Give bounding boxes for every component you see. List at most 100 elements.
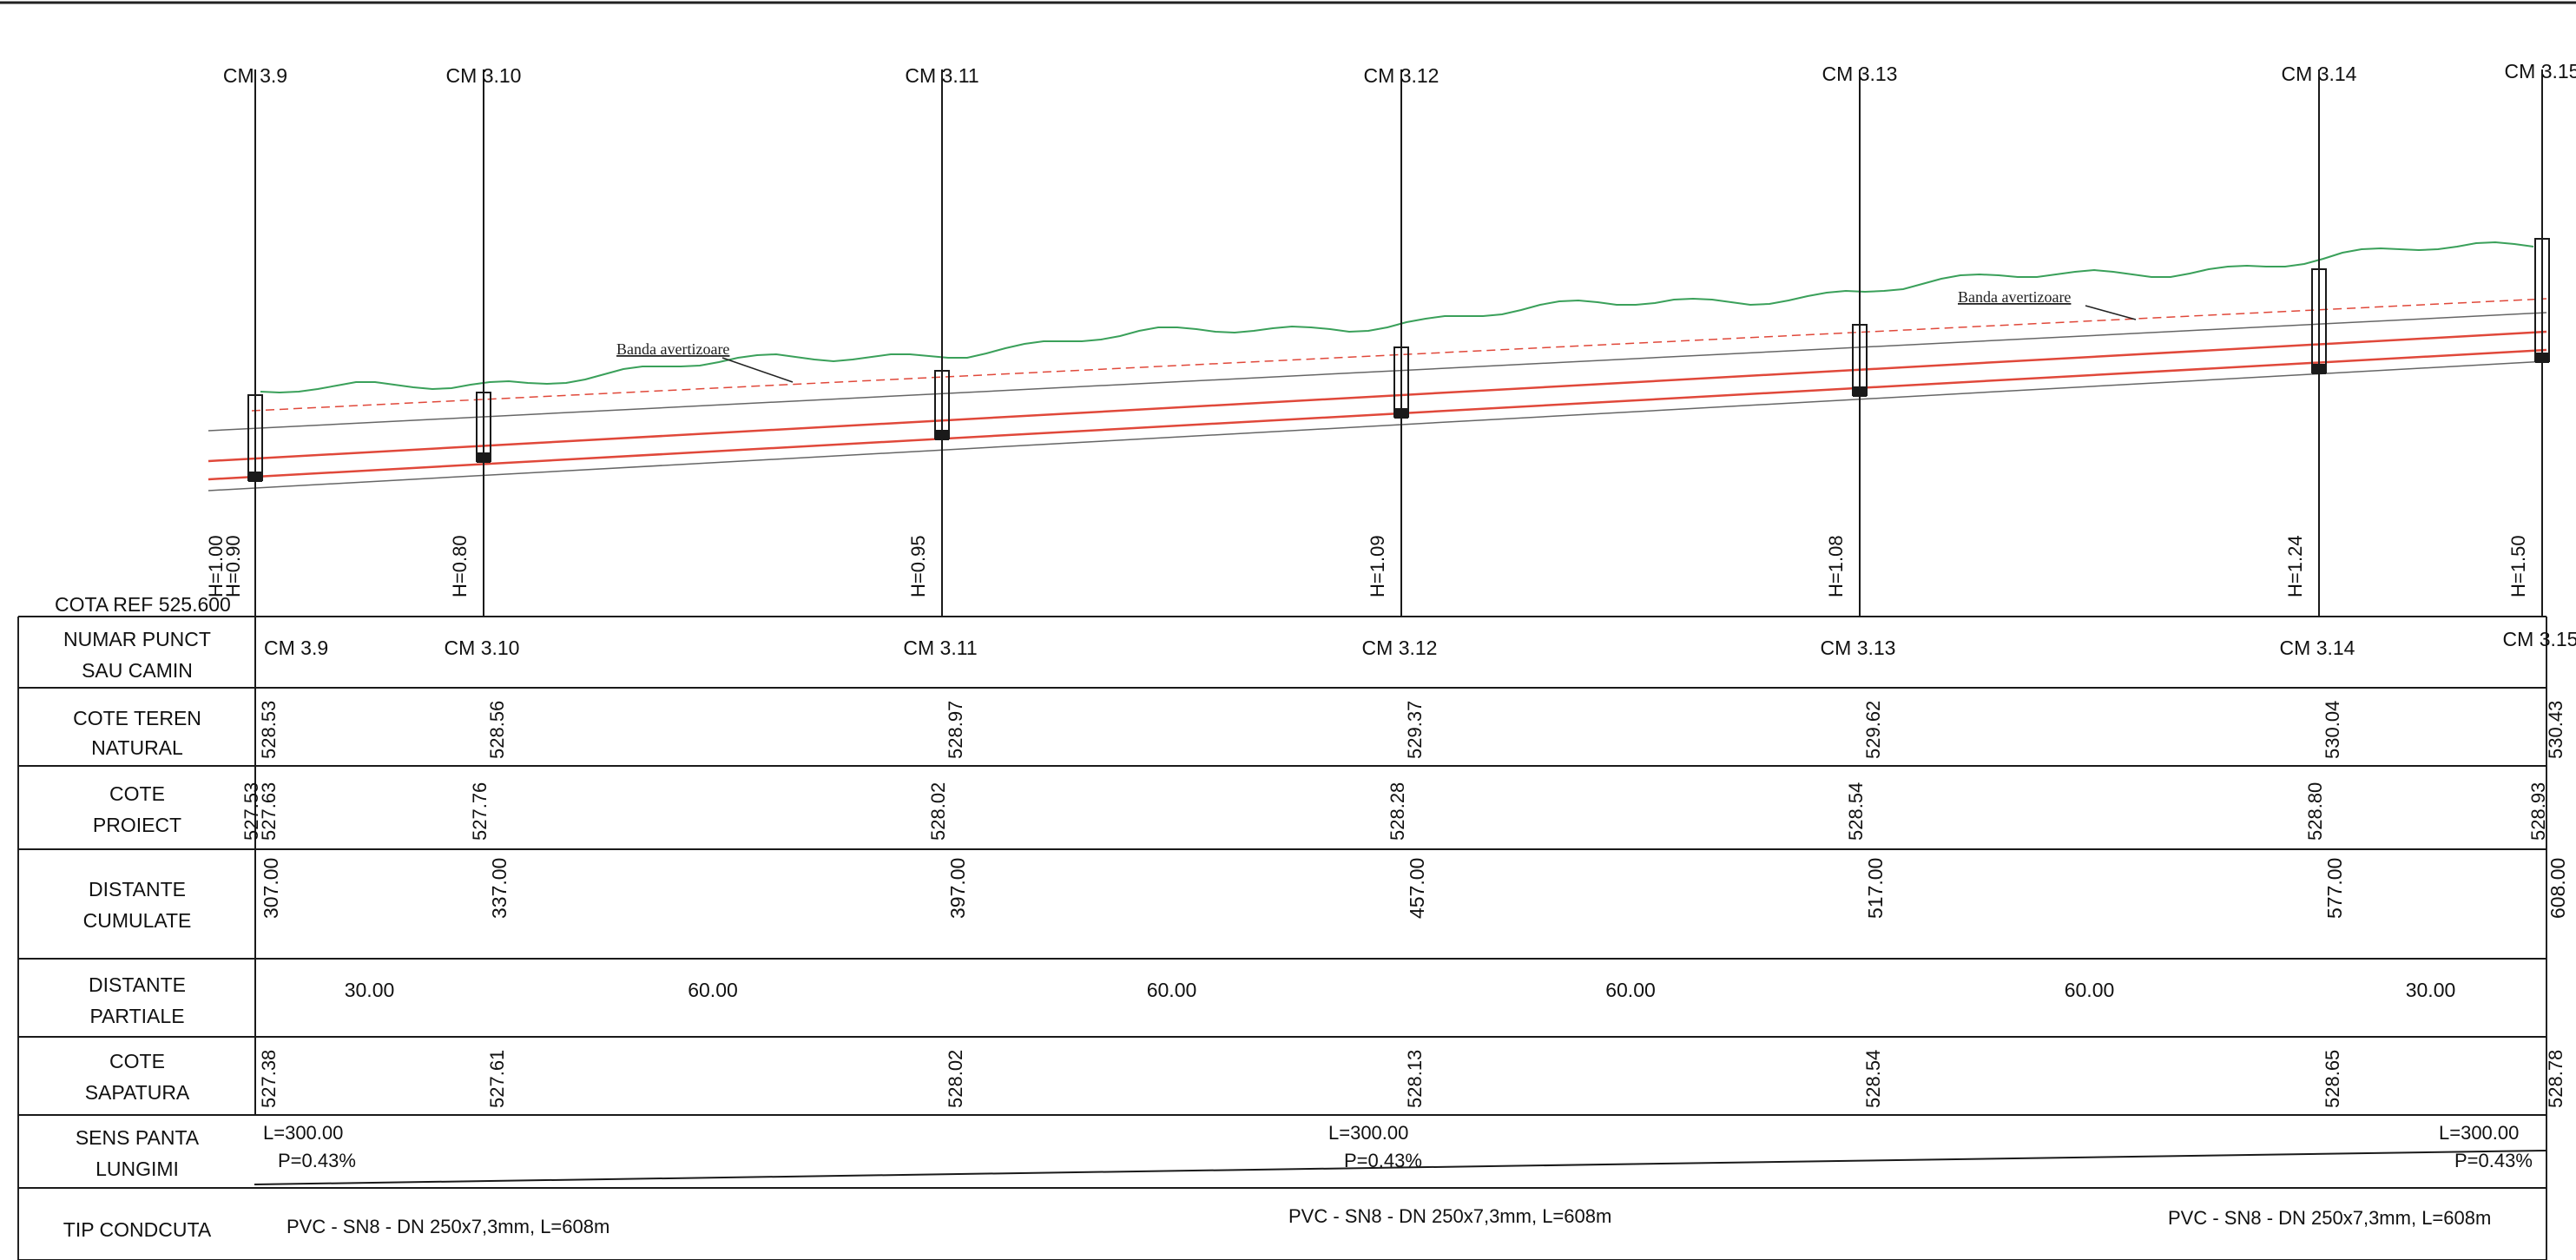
chamber-name-label: CM 3.10 <box>446 64 522 87</box>
warning-tape-leader <box>2085 305 2137 320</box>
depth-label: H=1.24 <box>2284 535 2306 597</box>
row-header-numar-punct: NUMAR PUNCT <box>63 628 211 650</box>
cumulative-distance-value: 608.00 <box>2546 858 2569 919</box>
ground-elevation-value: 530.43 <box>2545 701 2566 759</box>
manhole-base <box>1853 386 1867 397</box>
warning-tape-line <box>251 298 2547 412</box>
manhole-base <box>248 472 262 482</box>
project-elevation-value: 528.80 <box>2304 782 2326 841</box>
manhole-base <box>2312 364 2326 374</box>
depth-label: H=1.50 <box>2507 535 2529 597</box>
pipe-bottom-line <box>208 348 2547 481</box>
project-elevation-value: 528.54 <box>1845 782 1867 841</box>
slope-length-label: L=300.00 <box>263 1122 343 1144</box>
profile-lines <box>208 241 2547 491</box>
manhole-base <box>1394 408 1408 419</box>
row-header-numar-punct: SAU CAMIN <box>82 659 193 682</box>
depth-label: H=1.00 <box>205 535 227 597</box>
reference-level-label: COTA REF 525.600 <box>55 593 231 616</box>
excavation-elevation-value: 528.54 <box>1862 1050 1884 1108</box>
pipe-top-line <box>208 330 2547 463</box>
partial-distance-value: 60.00 <box>1605 979 1656 1001</box>
ground-line <box>260 241 2534 394</box>
excavation-elevation-value: 528.78 <box>2545 1050 2566 1108</box>
row-header-sens-panta: LUNGIMI <box>96 1158 179 1180</box>
partial-distance-value: 60.00 <box>688 979 738 1001</box>
partial-distance-value: 60.00 <box>1147 979 1197 1001</box>
row-header-distante-partiale: PARTIALE <box>89 1005 184 1027</box>
depth-label: H=1.08 <box>1825 535 1847 597</box>
table-chamber-name: CM 3.14 <box>2280 637 2355 659</box>
row-header-cote-proiect: COTE <box>109 782 165 805</box>
row-header-cote-proiect: PROIECT <box>93 814 181 836</box>
warning-tape-label: Banda avertizoare <box>1958 288 2071 306</box>
chamber-markers: CM 3.9 H=1.00H=0.90 CM 3.10 H=0.80 CM 3.11 H=… <box>205 60 2576 617</box>
project-elevation-value: 527.53 <box>240 782 262 841</box>
cumulative-distance-value: 337.00 <box>488 858 511 919</box>
depth-label: H=1.09 <box>1367 535 1388 597</box>
partial-distance-value: 30.00 <box>2406 979 2456 1001</box>
warning-tape-label: Banda avertizoare <box>616 340 729 358</box>
excavation-elevation-value: 527.38 <box>258 1050 280 1108</box>
table-chamber-name: CM 3.11 <box>903 637 977 659</box>
table-chamber-name: CM 3.9 <box>264 637 328 659</box>
chamber-name-label: CM 3.15 <box>2505 60 2576 82</box>
row-header-distante-cumulate: CUMULATE <box>83 909 192 932</box>
chamber-name-label: CM 3.13 <box>1822 63 1898 85</box>
trench-bottom-line <box>208 360 2547 491</box>
ground-elevation-value: 528.53 <box>258 701 280 759</box>
chamber-name-label: CM 3.12 <box>1364 64 1440 87</box>
pipe-type-label: PVC - SN8 - DN 250x7,3mm, L=608m <box>2168 1207 2491 1229</box>
trench-top-line <box>208 312 2547 432</box>
slope-direction-line <box>254 1150 2547 1185</box>
ground-elevation-value: 528.97 <box>945 701 966 759</box>
chamber-name-label: CM 3.9 <box>223 64 287 87</box>
excavation-elevation-value: 527.61 <box>486 1050 508 1108</box>
row-header-distante-cumulate: DISTANTE <box>89 878 186 900</box>
row-header-tip-conducta: TIP CONDCUTA <box>63 1218 212 1241</box>
project-elevation-value: 527.63 <box>258 782 280 841</box>
ground-elevation-value: 529.37 <box>1404 701 1426 759</box>
cumulative-distance-value: 397.00 <box>946 858 969 919</box>
project-elevation-value: 528.28 <box>1387 782 1408 841</box>
row-header-cote-teren: COTE TEREN <box>73 707 201 729</box>
cumulative-distance-value: 457.00 <box>1406 858 1428 919</box>
project-elevation-value: 528.93 <box>2527 782 2549 841</box>
row-header-distante-partiale: DISTANTE <box>89 973 186 996</box>
project-elevation-value: 528.02 <box>927 782 949 841</box>
manhole-base <box>477 452 491 463</box>
slope-value-label: P=0.43% <box>2454 1150 2533 1171</box>
chamber-name-label: CM 3.14 <box>2282 63 2357 85</box>
partial-distance-value: 60.00 <box>2065 979 2115 1001</box>
row-header-cote-teren: NATURAL <box>91 736 183 759</box>
depth-label: H=0.90 <box>222 535 244 597</box>
slope-length-label: L=300.00 <box>1328 1122 1408 1144</box>
pipe-type-label: PVC - SN8 - DN 250x7,3mm, L=608m <box>287 1216 609 1237</box>
row-headers: NUMAR PUNCT SAU CAMIN COTE TEREN NATURAL… <box>63 628 212 1241</box>
warning-tape-labels: Banda avertizoare Banda avertizoare <box>616 288 2137 383</box>
row-header-sens-panta: SENS PANTA <box>76 1126 200 1149</box>
ground-elevation-value: 530.04 <box>2322 701 2343 759</box>
table-chamber-name: CM 3.12 <box>1362 637 1438 659</box>
chamber-name-label: CM 3.11 <box>905 64 978 87</box>
slope-length-label: L=300.00 <box>2439 1122 2519 1144</box>
slope-row: L=300.00 P=0.43% L=300.00 P=0.43% L=300.… <box>254 1122 2547 1185</box>
cumulative-distance-value: 307.00 <box>260 858 282 919</box>
depth-label: H=0.80 <box>449 535 471 597</box>
depth-label: H=0.95 <box>907 535 929 597</box>
table-chamber-name: CM 3.10 <box>445 637 520 659</box>
pipe-type-row: PVC - SN8 - DN 250x7,3mm, L=608m PVC - S… <box>287 1205 2491 1237</box>
row-header-cote-sapatura: SAPATURA <box>85 1081 190 1104</box>
table-chamber-name: CM 3.15 <box>2503 628 2576 650</box>
excavation-elevation-value: 528.02 <box>945 1050 966 1108</box>
manhole-base <box>935 430 949 440</box>
manhole-base <box>2535 353 2549 363</box>
ground-elevation-value: 528.56 <box>486 701 508 759</box>
cumulative-distance-value: 577.00 <box>2323 858 2346 919</box>
pipe-type-label: PVC - SN8 - DN 250x7,3mm, L=608m <box>1288 1205 1611 1227</box>
project-elevation-value: 527.76 <box>469 782 491 841</box>
warning-tape-leader <box>721 357 794 383</box>
cumulative-distance-value: 517.00 <box>1864 858 1887 919</box>
